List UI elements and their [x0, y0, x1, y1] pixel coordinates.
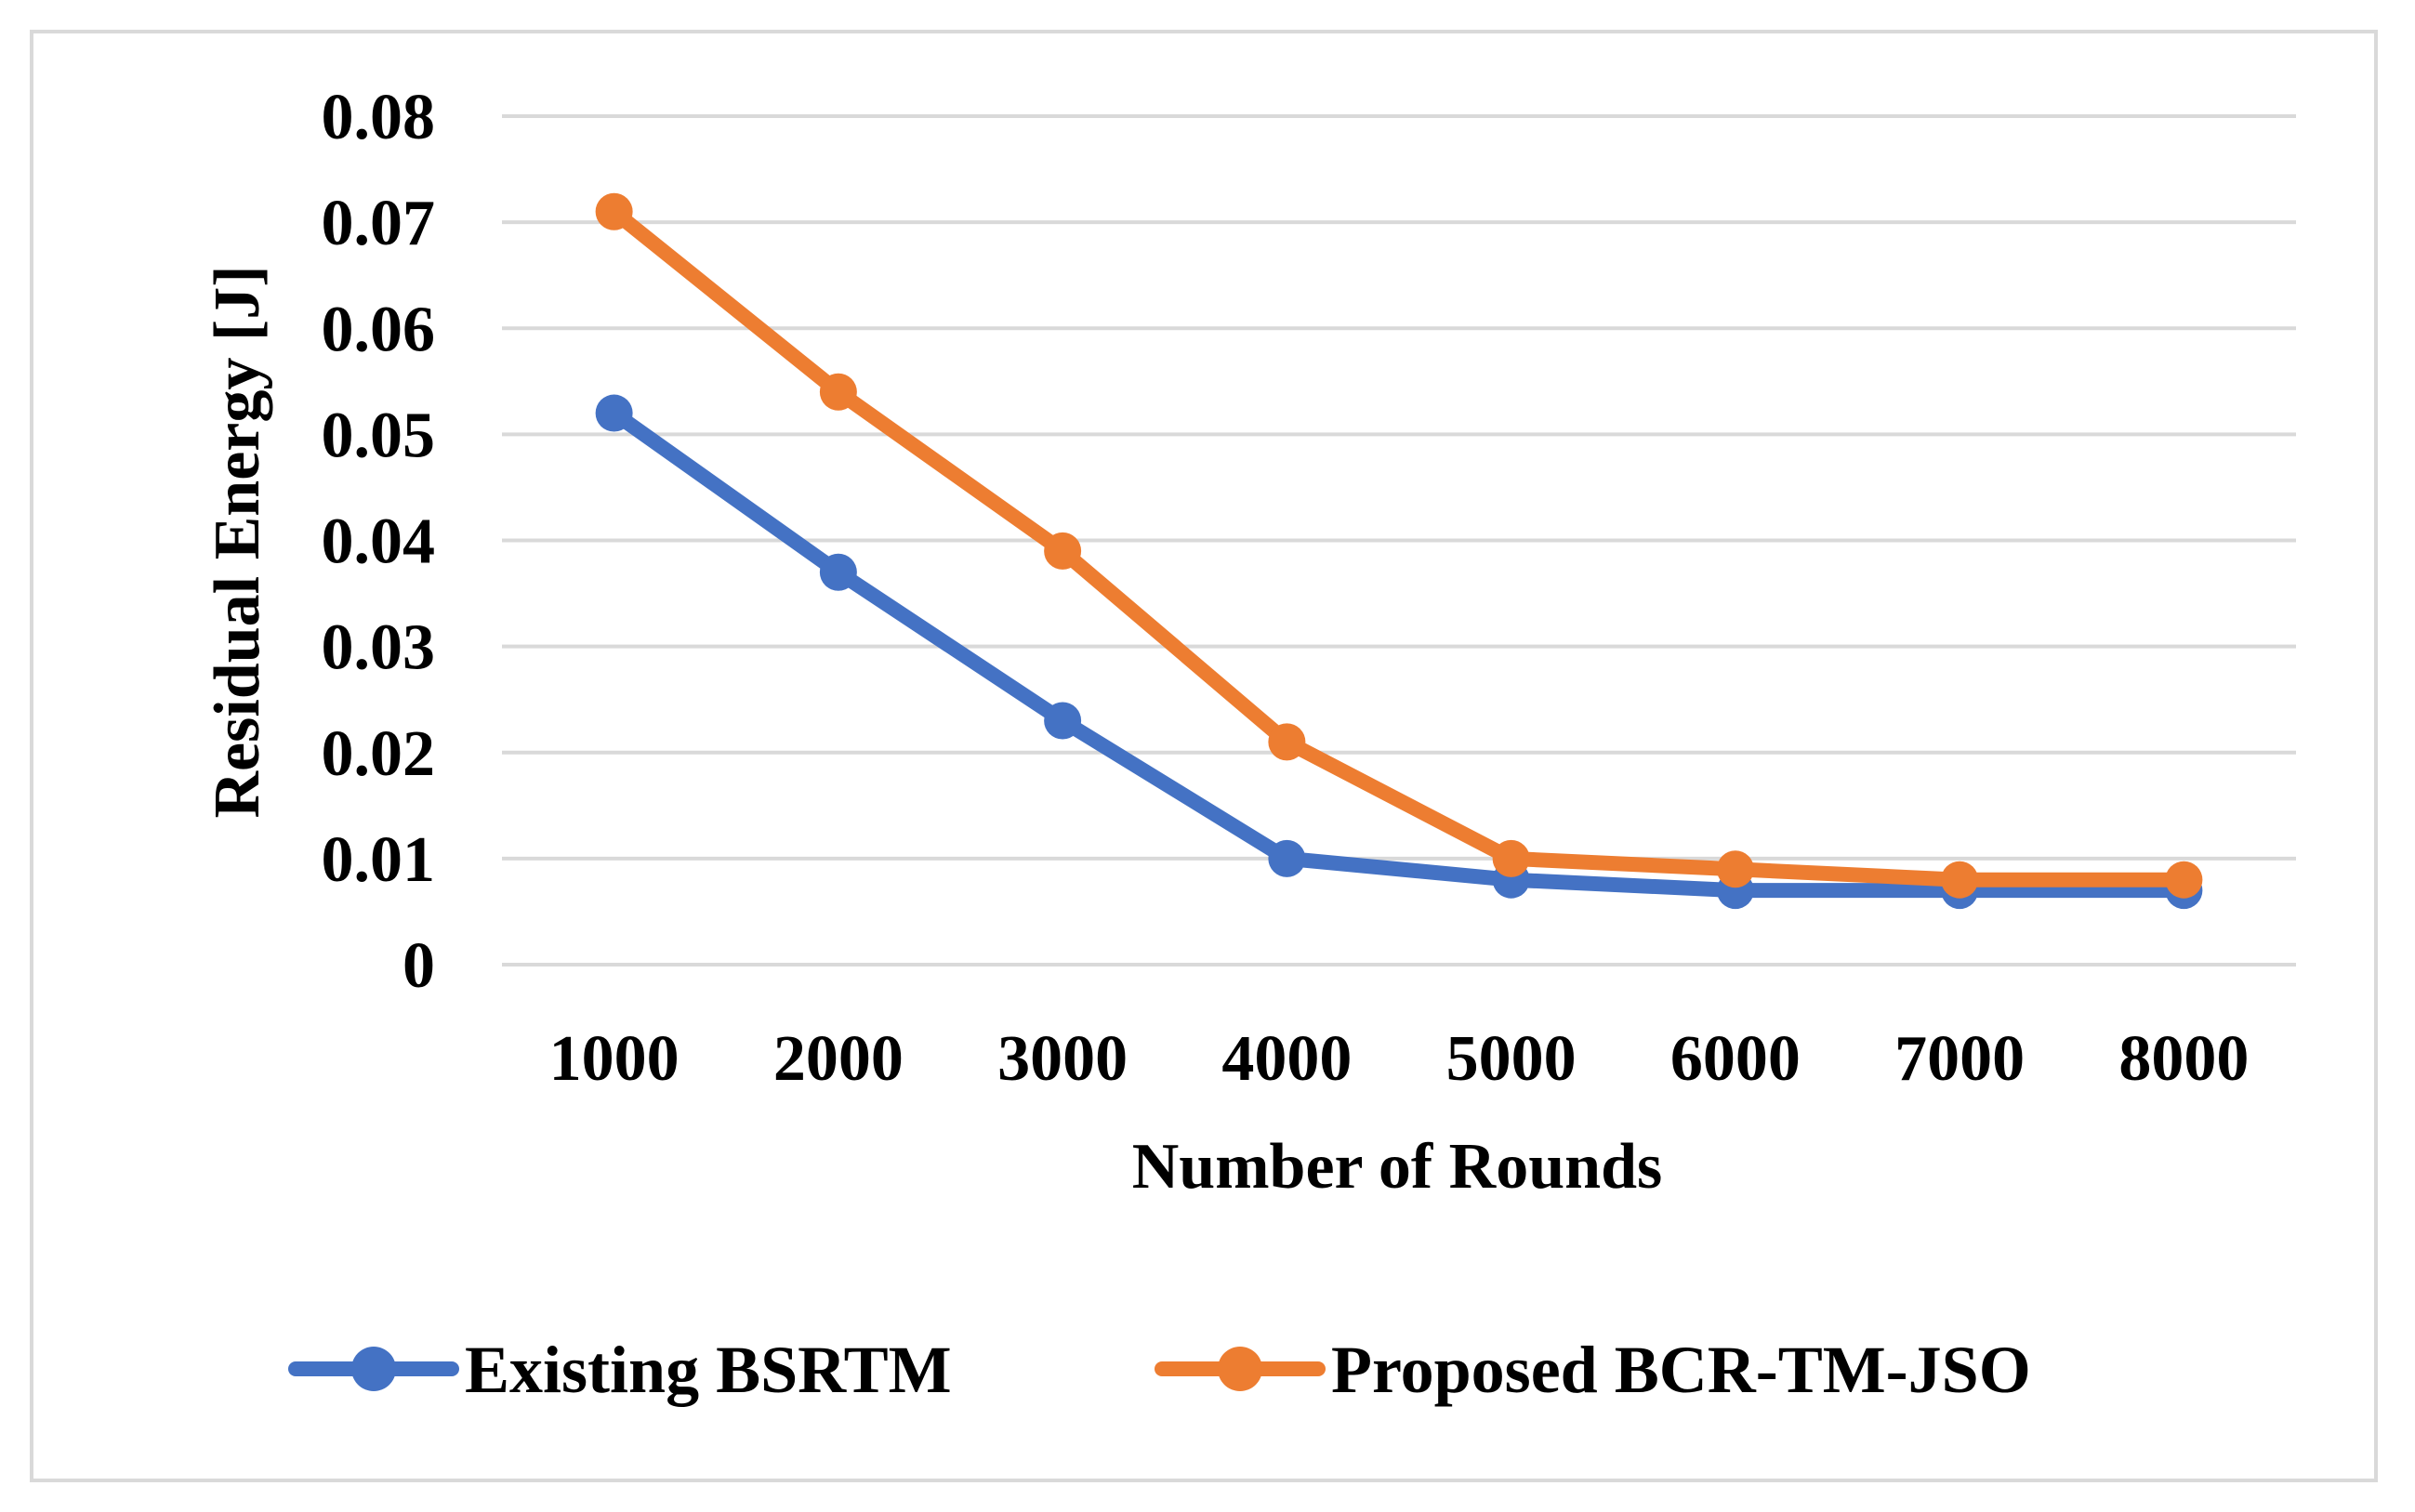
legend-swatch-marker [1218, 1347, 1262, 1391]
series-layer [595, 192, 2203, 910]
data-point [595, 192, 633, 230]
series-1 [595, 394, 2203, 910]
data-point [1941, 861, 1979, 899]
x-tick-label: 6000 [1670, 1023, 1801, 1095]
series-line [606, 405, 2192, 899]
data-point [2165, 861, 2203, 899]
x-tick-label: 3000 [997, 1023, 1128, 1095]
x-tick-label: 5000 [1446, 1023, 1577, 1095]
x-tick-label: 8000 [2118, 1023, 2249, 1095]
y-tick-label: 0.01 [322, 824, 436, 896]
legend-swatch-marker [351, 1347, 396, 1391]
y-tick-label: 0.02 [322, 718, 436, 790]
series-2 [595, 192, 2203, 899]
y-tick-label: 0.05 [322, 400, 436, 471]
y-axis-title: Residual Energy [J] [202, 266, 273, 819]
data-point [819, 553, 857, 591]
data-point [819, 373, 857, 411]
data-point [595, 394, 633, 432]
legend-label: Existing BSRTM [465, 1333, 952, 1407]
data-point [1268, 839, 1306, 877]
data-point [1492, 839, 1530, 877]
x-tick-label: 1000 [549, 1023, 680, 1095]
data-point [1044, 702, 1082, 740]
x-tick-label: 2000 [773, 1023, 904, 1095]
x-tick-label: 4000 [1221, 1023, 1352, 1095]
series-line [606, 204, 2192, 887]
data-point [1268, 723, 1306, 761]
data-point [1044, 532, 1082, 570]
legend: Existing BSRTM Proposed BCR-TM-JSO [288, 1333, 2031, 1407]
gridlines [502, 114, 2296, 966]
y-axis-ticks: 0 0.01 0.02 0.03 0.04 0.05 0.06 0.07 0.08 [322, 82, 436, 1002]
chart-frame [30, 30, 2378, 1482]
data-point [1716, 850, 1754, 888]
legend-item: Proposed BCR-TM-JSO [1155, 1333, 2031, 1407]
x-tick-label: 7000 [1894, 1023, 2025, 1095]
y-tick-label: 0.06 [322, 294, 436, 365]
x-axis-ticks: 1000 2000 3000 4000 5000 6000 7000 8000 [549, 1023, 2250, 1095]
y-tick-label: 0 [402, 930, 435, 1002]
x-axis-title: Number of Rounds [1132, 1131, 1663, 1203]
legend-item: Existing BSRTM [288, 1333, 952, 1407]
y-tick-label: 0.08 [322, 82, 436, 153]
y-tick-label: 0.04 [322, 506, 436, 578]
y-tick-label: 0.07 [322, 188, 436, 259]
legend-label: Proposed BCR-TM-JSO [1331, 1333, 2031, 1407]
y-tick-label: 0.03 [322, 612, 436, 684]
